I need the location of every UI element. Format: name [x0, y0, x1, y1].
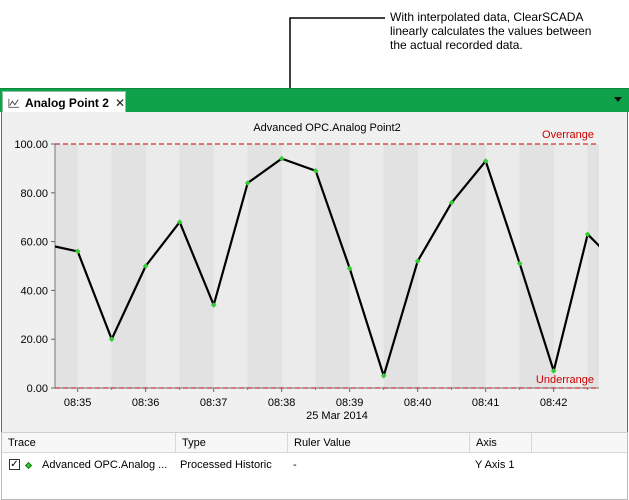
trend-chart[interactable]: Advanced OPC.Analog Point2 0.00 20.00 40.00…: [2, 112, 629, 432]
data-point: [346, 265, 353, 272]
data-point: [74, 248, 81, 255]
trend-icon: [8, 98, 20, 108]
document-tab-bar: Analog Point 2 ✕: [0, 88, 629, 113]
callout-line-3: the actual recorded data.: [390, 38, 523, 52]
trace-ruler-value: -: [293, 459, 297, 471]
trace-axis: Y Axis 1: [475, 459, 515, 471]
series-line: [55, 157, 599, 377]
callout-annotation: With interpolated data, ClearSCADA linea…: [390, 10, 625, 52]
callout-line-2: linearly calculates the values between: [390, 24, 592, 38]
trace-table-header: Trace Type Ruler Value Axis: [2, 433, 627, 453]
callout-line-1: With interpolated data, ClearSCADA: [390, 10, 584, 24]
plot-band: [315, 144, 350, 388]
trace-name: Advanced OPC.Analog ...: [42, 459, 168, 471]
y-tick-label: 80.00: [20, 188, 48, 200]
trace-visible-checkbox[interactable]: ✓: [9, 459, 20, 470]
plot-band: [383, 144, 418, 388]
tab-label: Analog Point 2: [24, 95, 109, 110]
y-tick-label: 0.00: [27, 383, 48, 395]
data-point: [516, 260, 523, 267]
data-point: [550, 368, 557, 374]
data-point: [244, 180, 251, 186]
trend-chart-panel: Advanced OPC.Analog Point2 0.00 20.00 40.00…: [1, 112, 628, 432]
trace-table: Trace Type Ruler Value Axis ✓ Advanced O…: [1, 432, 628, 500]
plot-band: [55, 144, 78, 388]
data-point: [448, 199, 455, 206]
y-tick-label: 100.00: [14, 139, 48, 151]
y-tick-label: 40.00: [20, 285, 48, 297]
y-tick-label: 60.00: [20, 237, 48, 249]
chart-title: Advanced OPC.Analog Point2: [253, 122, 400, 134]
limit-label-overrange: Overrange: [542, 129, 594, 141]
x-axis-label: 25 Mar 2014: [306, 410, 368, 422]
limit-label-underrange: Underrange: [536, 374, 594, 386]
tab-list-dropdown-icon[interactable]: [614, 97, 622, 102]
tab-analog-point-2[interactable]: Analog Point 2 ✕: [2, 91, 126, 113]
x-tick-label: 08:41: [472, 397, 500, 409]
column-header-axis[interactable]: Axis: [470, 433, 532, 453]
plot-band: [111, 144, 146, 388]
x-tick-label: 08:37: [200, 397, 228, 409]
x-tick-label: 08:40: [404, 397, 432, 409]
x-tick-label: 08:42: [540, 397, 568, 409]
plot-band: [451, 144, 486, 388]
x-tick-label: 08:35: [64, 397, 92, 409]
trace-type: Processed Historic: [180, 459, 272, 471]
close-icon[interactable]: ✕: [114, 95, 125, 110]
data-point: [176, 219, 183, 225]
data-point: [142, 263, 149, 269]
y-tick-label: 20.00: [20, 334, 48, 346]
data-point: [108, 336, 115, 343]
x-tick-label: 08:36: [132, 397, 160, 409]
plot-band: [519, 144, 554, 388]
data-point: [210, 302, 217, 308]
trace-color-swatch: [24, 461, 33, 470]
table-row[interactable]: ✓ Advanced OPC.Analog ... Processed Hist…: [2, 455, 627, 475]
plot-band: [247, 144, 282, 388]
data-point: [414, 258, 421, 264]
x-tick-label: 08:38: [268, 397, 296, 409]
column-header-ruler-value[interactable]: Ruler Value: [288, 433, 470, 453]
column-header-trace[interactable]: Trace: [2, 433, 176, 453]
data-point: [584, 231, 591, 238]
plot-band: [587, 144, 599, 388]
x-tick-label: 08:39: [336, 397, 364, 409]
data-point: [380, 372, 387, 379]
column-header-type[interactable]: Type: [176, 433, 288, 453]
